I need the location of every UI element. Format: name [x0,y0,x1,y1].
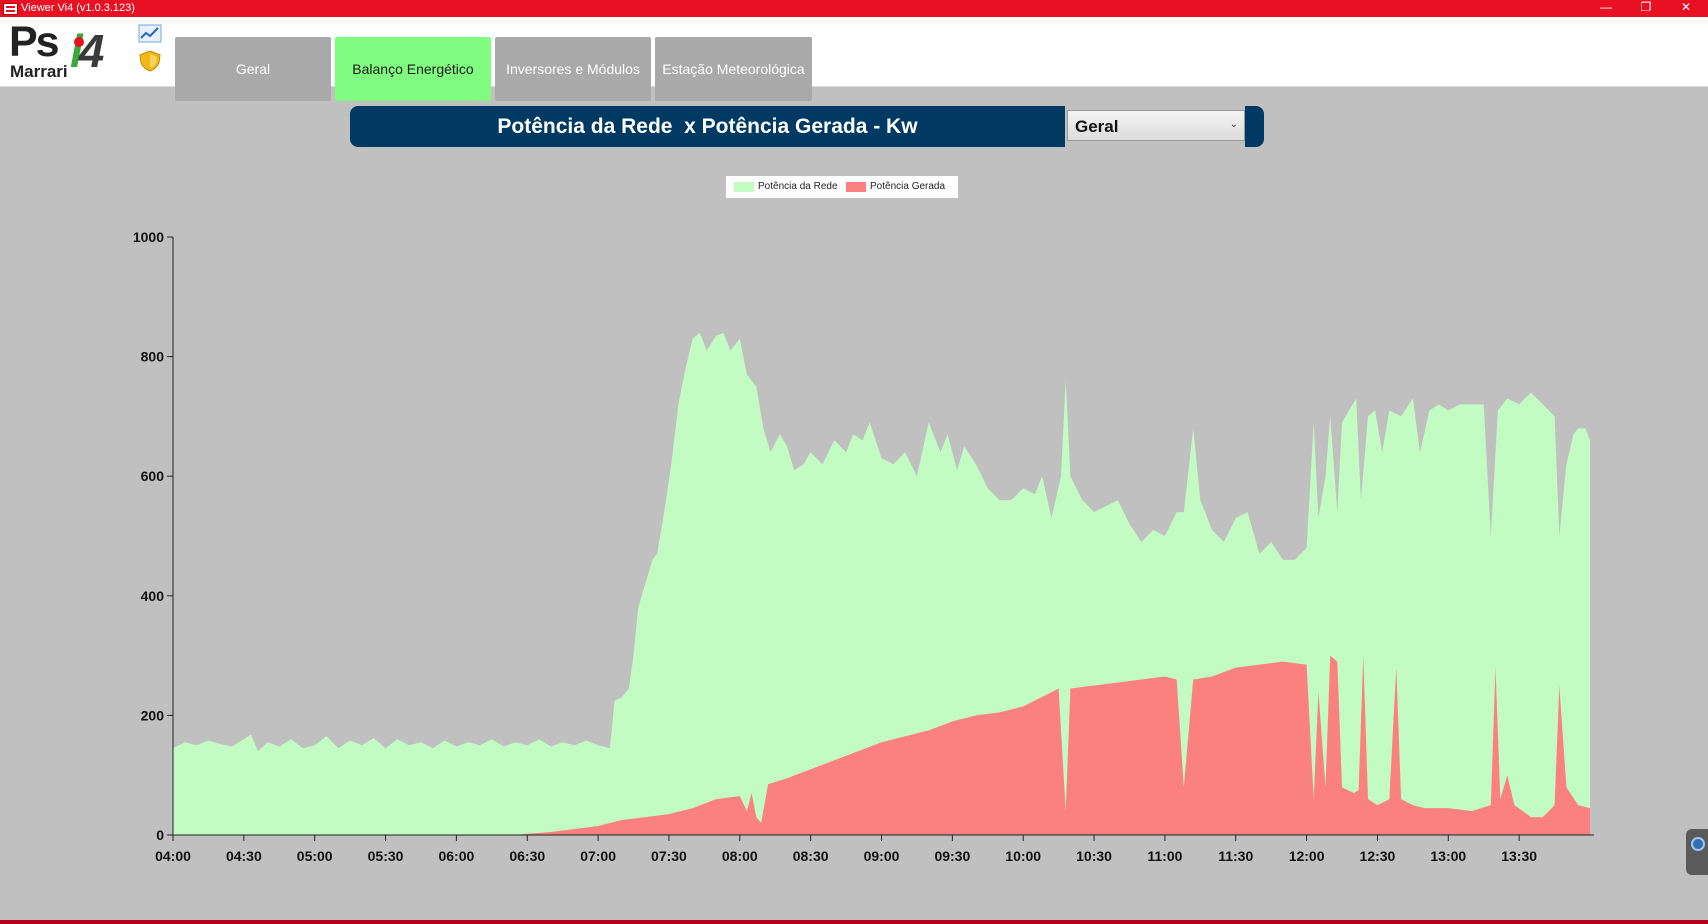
x-tick-label: 09:00 [864,848,900,864]
legend-item-gerada: Potência Gerada [846,181,945,192]
x-tick-label: 05:00 [297,848,333,864]
x-tick-label: 07:30 [651,848,687,864]
window-bottom-border [0,920,1708,924]
logo-brand-text: Marrari [10,62,68,81]
trend-chart-icon[interactable] [138,23,162,45]
shield-icon[interactable] [138,50,162,72]
x-tick-label: 06:30 [509,848,545,864]
tab-inversores-modulos[interactable]: Inversores e Módulos [495,37,651,101]
chart-title: Potência da Rede x Potência Gerada - Kw [497,114,918,138]
scope-select[interactable]: Geral ⌄ [1065,108,1245,145]
app-icon [3,3,18,15]
legend-swatch-gerada [846,181,866,192]
scope-select-value: Geral [1075,117,1119,136]
app-header: Ps Marrari i4 Geral Balanço Energético I… [0,17,1708,101]
tab-geral[interactable]: Geral [175,37,331,101]
minimize-button[interactable]: — [1600,0,1612,14]
legend-item-rede: Potência da Rede [734,181,838,192]
x-tick-label: 13:00 [1430,848,1466,864]
x-tick-label: 11:30 [1218,848,1253,864]
chart-title-bar-end [1245,106,1264,147]
psi4-marrari-logo: Ps Marrari i4 [8,18,128,84]
x-tick-label: 12:30 [1360,848,1396,864]
y-tick-label: 1000 [133,229,164,245]
x-tick-label: 12:00 [1289,848,1325,864]
x-tick-label: 04:30 [226,848,262,864]
tab-balanco-energetico[interactable]: Balanço Energético [335,37,491,101]
y-tick-label: 0 [156,827,164,843]
y-tick-label: 400 [141,588,165,604]
x-tick-label: 11:00 [1147,848,1182,864]
tab-estacao-meteorologica[interactable]: Estação Meteorológica [655,37,812,101]
close-button[interactable]: ✕ [1680,0,1692,14]
maximize-button[interactable]: ❐ [1640,0,1652,14]
x-tick-label: 09:30 [934,848,970,864]
logo-dot [74,37,84,47]
x-tick-label: 04:00 [155,848,191,864]
legend-swatch-rede [734,181,754,192]
x-tick-label: 13:30 [1501,848,1537,864]
x-tick-label: 08:00 [722,848,758,864]
x-tick-label: 05:30 [368,848,404,864]
y-tick-label: 200 [141,707,165,723]
y-tick-label: 800 [141,349,165,365]
x-tick-label: 10:00 [1005,848,1041,864]
window-titlebar: Viewer Vi4 (v1.0.3.123) — ❐ ✕ [0,0,1708,17]
x-tick-label: 07:00 [580,848,616,864]
chart-title-bar: Potência da Rede x Potência Gerada - Kw [350,106,1065,147]
chevron-down-icon: ⌄ [1229,119,1238,130]
chart-legend: Potência da Rede Potência Gerada [726,176,958,198]
x-tick-label: 08:30 [793,848,829,864]
side-panel-handle[interactable] [1686,829,1708,875]
x-tick-label: 10:30 [1076,848,1112,864]
y-tick-label: 600 [141,468,165,484]
expand-handle-icon [1691,837,1705,851]
logo-ps-text: Ps [9,18,60,66]
window-title: Viewer Vi4 (v1.0.3.123) [21,2,135,14]
x-tick-label: 06:00 [438,848,474,864]
series-area-potencia-gerada [173,655,1590,835]
